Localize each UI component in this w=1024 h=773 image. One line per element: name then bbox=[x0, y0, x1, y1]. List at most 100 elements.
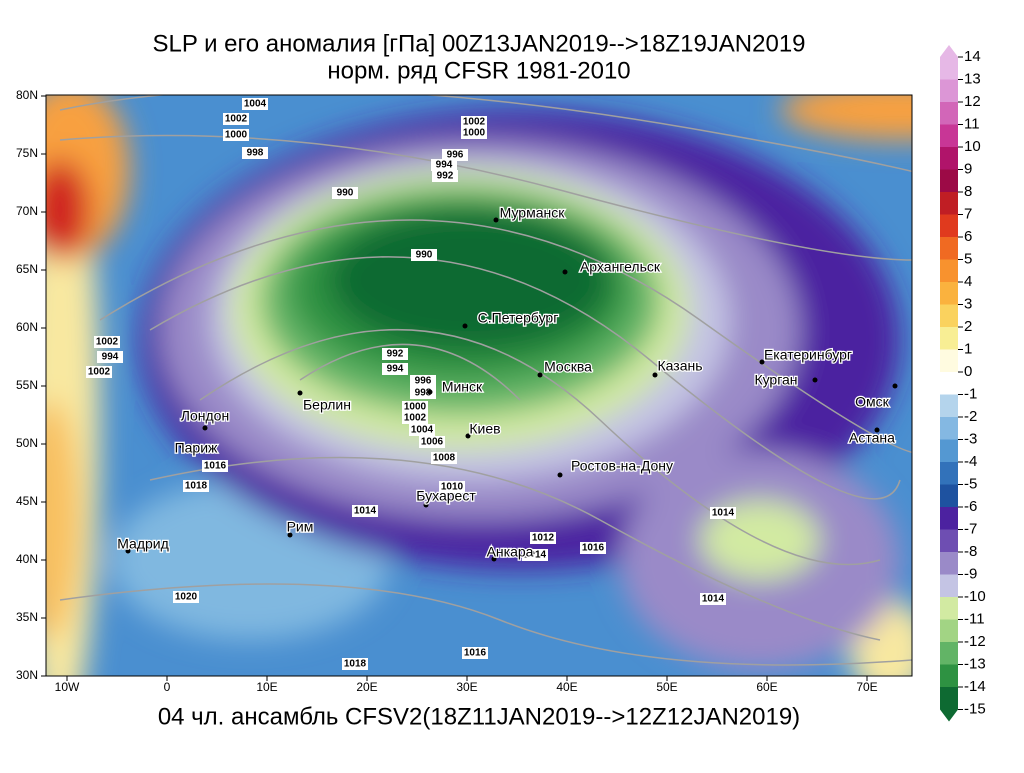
isobar-label-bg bbox=[223, 129, 249, 141]
colorbar-arrow-top bbox=[940, 45, 958, 57]
isobar-label-bg bbox=[419, 436, 445, 448]
colorbar-label: 10 bbox=[964, 138, 981, 155]
isobar-label: 1002 bbox=[88, 367, 111, 378]
isobar-label-bg bbox=[710, 507, 736, 519]
isobar-label-bg bbox=[342, 658, 368, 670]
isobar-label-bg bbox=[522, 549, 548, 561]
city-label: Анкара bbox=[487, 544, 534, 560]
isobar-label-bg bbox=[183, 480, 209, 492]
city-dot bbox=[557, 472, 563, 478]
isobar-label-bg bbox=[242, 147, 268, 159]
isobar-label: 990 bbox=[337, 188, 354, 199]
isobar-label: 1002 bbox=[463, 117, 486, 128]
isobar-label-bg bbox=[442, 149, 468, 161]
colorbar-label: 7 bbox=[964, 205, 972, 222]
isobar-label-bg bbox=[409, 424, 435, 436]
city-dot bbox=[297, 390, 303, 396]
isobar-label-bg bbox=[461, 127, 487, 139]
isobar-label: 996 bbox=[447, 150, 464, 161]
isobar-label-bg bbox=[223, 113, 249, 125]
colorbar-label: -10 bbox=[964, 588, 986, 605]
city-dot bbox=[812, 377, 818, 383]
lat-label: 50N bbox=[16, 436, 38, 450]
city-dot bbox=[491, 556, 497, 562]
city-label: Казань bbox=[657, 358, 702, 374]
colorbar-box bbox=[940, 462, 958, 485]
colorbar-box bbox=[940, 237, 958, 260]
city-label: Курган bbox=[754, 372, 797, 388]
city-label: Мурманск bbox=[500, 205, 566, 221]
city-label: Мадрид bbox=[117, 536, 169, 552]
colorbar-box bbox=[940, 664, 958, 687]
title-line-1: SLP и его аномалия [гПа] 00Z13JAN2019-->… bbox=[152, 30, 805, 57]
isobar-label: 1008 bbox=[433, 453, 456, 464]
colorbar-label: 4 bbox=[964, 273, 972, 290]
isobar-label: 1016 bbox=[204, 461, 227, 472]
colorbar-label: -11 bbox=[964, 610, 985, 627]
colorbar-box bbox=[940, 687, 958, 710]
city-dot bbox=[462, 323, 468, 329]
isobar-label-bg bbox=[461, 116, 487, 128]
colorbar-label: 5 bbox=[964, 250, 972, 267]
lon-label: 30E bbox=[456, 680, 477, 694]
colorbar-box bbox=[940, 597, 958, 620]
isobar-label: 1002 bbox=[404, 413, 427, 424]
isobar-label-bg bbox=[173, 591, 199, 603]
colorbar-label: -3 bbox=[964, 430, 977, 447]
lon-label: 60E bbox=[756, 680, 777, 694]
lat-label: 65N bbox=[16, 262, 38, 276]
lon-label: 10W bbox=[55, 680, 80, 694]
colorbar-box bbox=[940, 619, 958, 642]
anomaly-field bbox=[46, 95, 912, 676]
city-label: Ростов-на-Дону bbox=[571, 458, 673, 474]
isobar-label-bg bbox=[352, 505, 378, 517]
colorbar-box bbox=[940, 79, 958, 102]
isobar-label: 1020 bbox=[175, 592, 198, 603]
colorbar-box bbox=[940, 169, 958, 192]
city-label: Париж bbox=[175, 440, 218, 456]
isobar-label: 1006 bbox=[421, 437, 444, 448]
city-label: Рим bbox=[287, 519, 314, 535]
city-dot bbox=[892, 383, 898, 389]
colorbar-label: -12 bbox=[964, 633, 986, 650]
isobar-label: 1018 bbox=[185, 481, 208, 492]
isobar-label-bg bbox=[94, 336, 120, 348]
colorbar-label: -9 bbox=[964, 565, 977, 582]
city-dot bbox=[759, 359, 765, 365]
isobar-label-bg bbox=[462, 647, 488, 659]
isobar-label-bg bbox=[431, 159, 457, 171]
colorbar-label: 0 bbox=[964, 363, 972, 380]
colorbar-box bbox=[940, 439, 958, 462]
city-label: Астана bbox=[849, 430, 895, 446]
isobar-label-bg bbox=[432, 170, 458, 182]
colorbar-label: 11 bbox=[964, 115, 980, 132]
isobar-label: 1014 bbox=[524, 550, 547, 561]
isobar-label-bg bbox=[97, 351, 123, 363]
lat-label: 45N bbox=[16, 494, 38, 508]
city-label: Москва bbox=[544, 359, 592, 375]
colorbar-label: 1 bbox=[964, 340, 972, 357]
isobar-label-bg bbox=[410, 375, 436, 387]
colorbar-box bbox=[940, 282, 958, 305]
colorbar-box bbox=[940, 507, 958, 530]
title-line-2: норм. ряд CFSR 1981-2010 bbox=[327, 57, 630, 84]
isobar-label: 998 bbox=[415, 388, 432, 399]
colorbar-box bbox=[940, 259, 958, 282]
lon-label: 0 bbox=[164, 680, 171, 694]
lat-label: 60N bbox=[16, 320, 38, 334]
colorbar-box bbox=[940, 349, 958, 372]
isobar-label-bg bbox=[439, 481, 465, 493]
lat-label: 40N bbox=[16, 552, 38, 566]
city-label: Киев bbox=[469, 421, 500, 437]
city-label: Бухарест bbox=[416, 488, 476, 504]
colorbar-label: 8 bbox=[964, 183, 972, 200]
isobar-label: 1018 bbox=[344, 659, 367, 670]
lat-label: 55N bbox=[16, 378, 38, 392]
isobar-label: 990 bbox=[416, 250, 433, 261]
lon-label: 40E bbox=[556, 680, 577, 694]
colorbar-label: -5 bbox=[964, 475, 977, 492]
colorbar-label: -13 bbox=[964, 655, 986, 672]
isobar-label: 1000 bbox=[225, 130, 248, 141]
